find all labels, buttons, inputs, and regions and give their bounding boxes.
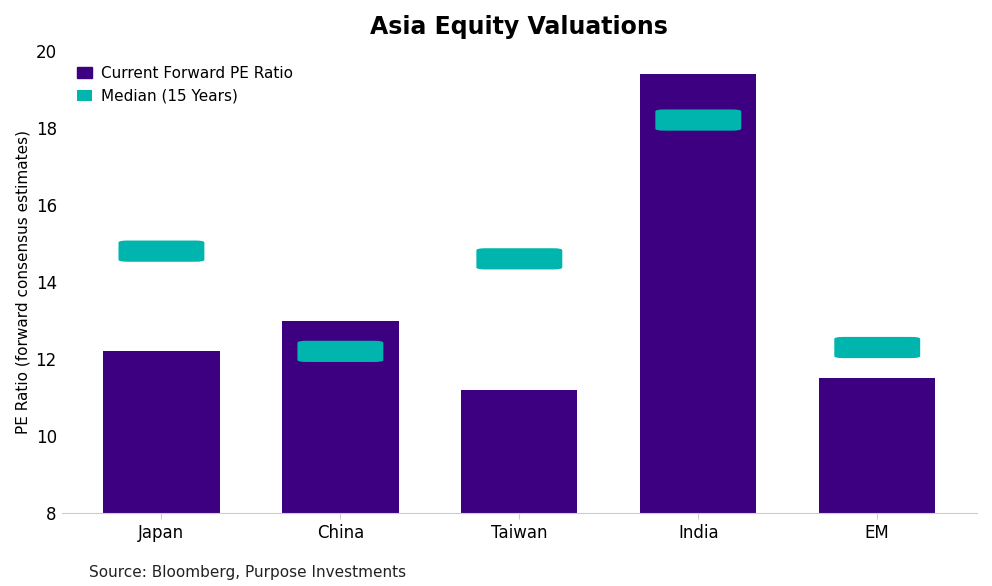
Text: Source: Bloomberg, Purpose Investments: Source: Bloomberg, Purpose Investments	[89, 565, 407, 580]
Bar	[282, 321, 399, 513]
Title: Asia Equity Valuations: Asia Equity Valuations	[370, 15, 669, 39]
FancyBboxPatch shape	[298, 341, 383, 362]
FancyBboxPatch shape	[656, 110, 741, 131]
FancyBboxPatch shape	[476, 248, 562, 270]
FancyBboxPatch shape	[834, 337, 921, 358]
Bar	[819, 379, 935, 513]
Y-axis label: PE Ratio (forward consensus estimates): PE Ratio (forward consensus estimates)	[15, 130, 30, 434]
Legend: Current Forward PE Ratio, Median (15 Years): Current Forward PE Ratio, Median (15 Yea…	[69, 58, 301, 111]
Bar	[103, 352, 219, 513]
FancyBboxPatch shape	[118, 240, 204, 262]
Bar	[640, 74, 757, 513]
Bar	[461, 390, 577, 513]
